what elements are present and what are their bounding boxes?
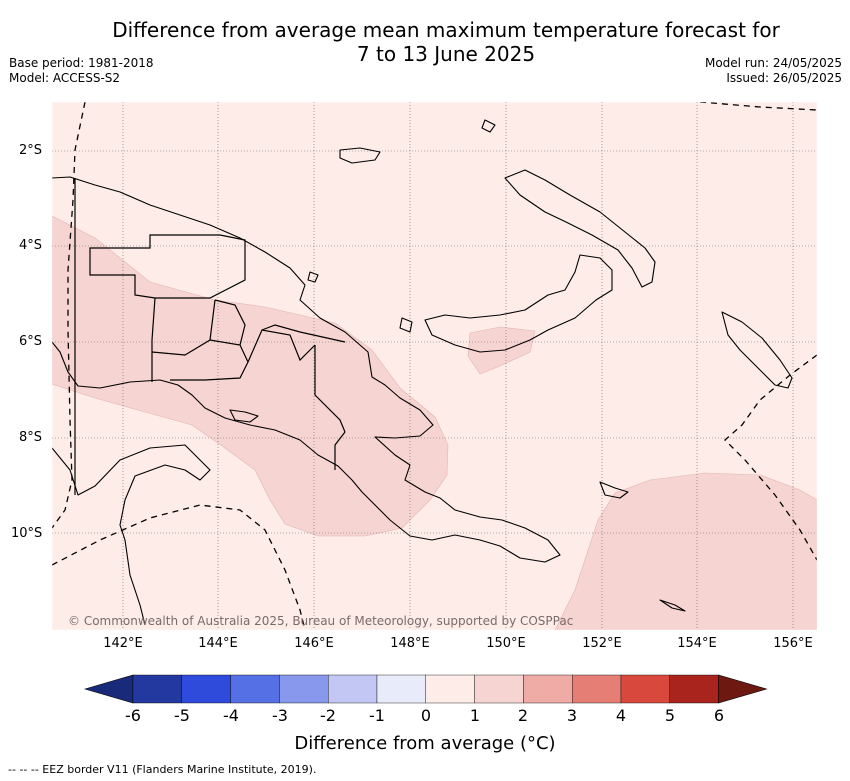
trobriand-islands — [599, 481, 629, 499]
eez-borders — [52, 102, 817, 630]
map-title: Difference from average mean maximum tem… — [0, 18, 850, 66]
rossel-island — [659, 599, 686, 612]
lat-label-10s: 10°S — [11, 526, 43, 541]
colorbar-tick: -4 — [223, 706, 239, 725]
colorbar-tick: 0 — [420, 706, 432, 725]
base-info: Base period: 1981-2018 Model: ACCESS-S2 — [9, 56, 154, 86]
new-ireland-coast — [504, 169, 656, 288]
colorbar-segment — [132, 674, 182, 704]
colorbar-tick: -1 — [369, 706, 385, 725]
lat-label-2s: 2°S — [19, 143, 43, 158]
colorbar-tick: -6 — [125, 706, 141, 725]
lon-label-152e: 152°E — [582, 636, 622, 651]
run-info: Model run: 24/05/2025 Issued: 26/05/2025 — [705, 56, 842, 86]
colorbar — [83, 674, 768, 704]
copyright-notice: © Commonwealth of Australia 2025, Bureau… — [68, 614, 574, 628]
colorbar-segment — [523, 674, 573, 704]
model-name: Model: ACCESS-S2 — [9, 71, 121, 85]
colorbar-tick: -3 — [272, 706, 288, 725]
borders — [74, 178, 346, 495]
lat-label-4s: 4°S — [19, 238, 43, 253]
bougainville-coast — [721, 311, 793, 389]
colorbar-tick: 5 — [664, 706, 676, 725]
colorbar-segment — [279, 674, 329, 704]
new-britain-coast — [424, 254, 613, 353]
lon-label-146e: 146°E — [294, 636, 334, 651]
colorbar-tick: 6 — [713, 706, 725, 725]
lon-label-150e: 150°E — [486, 636, 526, 651]
base-period: Base period: 1981-2018 — [9, 56, 154, 70]
colorbar-label: Difference from average (°C) — [294, 733, 556, 754]
lon-label-142e: 142°E — [103, 636, 143, 651]
lon-label-154e: 154°E — [677, 636, 717, 651]
colorbar-tick: 3 — [566, 706, 578, 725]
colorbar-segment — [230, 674, 280, 704]
colorbar-segment — [620, 674, 670, 704]
colorbar-segment — [669, 674, 719, 704]
lon-label-156e: 156°E — [773, 636, 813, 651]
anomaly-zone-mainland — [52, 215, 449, 537]
model-run: Model run: 24/05/2025 — [704, 56, 842, 70]
colorbar-segment — [425, 674, 475, 704]
colorbar-tick: -5 — [174, 706, 190, 725]
colorbar-segment — [572, 674, 622, 704]
colorbar-tick: 2 — [517, 706, 529, 725]
coastlines — [52, 119, 793, 626]
lat-label-6s: 6°S — [19, 334, 43, 349]
lon-label-148e: 148°E — [390, 636, 430, 651]
colorbar-segment — [181, 674, 231, 704]
manus-coast — [339, 147, 381, 164]
colorbar-segment — [327, 674, 378, 704]
lon-label-144e: 144°E — [198, 636, 238, 651]
eez-border-legend: -- -- -- EEZ border V11 (Flanders Marine… — [8, 763, 317, 776]
australia-coast — [52, 444, 211, 626]
colorbar-tick: -2 — [320, 706, 336, 725]
gridlines — [52, 102, 817, 630]
colorbar-extend-high — [718, 674, 768, 704]
colorbar-segment — [376, 674, 426, 704]
map-frame — [51, 101, 818, 631]
anomaly-zone-southeast — [554, 472, 817, 630]
issued-date: Issued: 26/05/2025 — [726, 71, 842, 85]
new-guinea-coast — [52, 176, 561, 563]
colorbar-tick: 1 — [469, 706, 481, 725]
colorbar-tick: 4 — [615, 706, 627, 725]
title-line-1: Difference from average mean maximum tem… — [112, 18, 780, 42]
colorbar-segment — [474, 674, 524, 704]
lat-label-8s: 8°S — [19, 430, 43, 445]
title-line-2: 7 to 13 June 2025 — [356, 42, 536, 66]
colorbar-extend-low — [83, 674, 134, 704]
